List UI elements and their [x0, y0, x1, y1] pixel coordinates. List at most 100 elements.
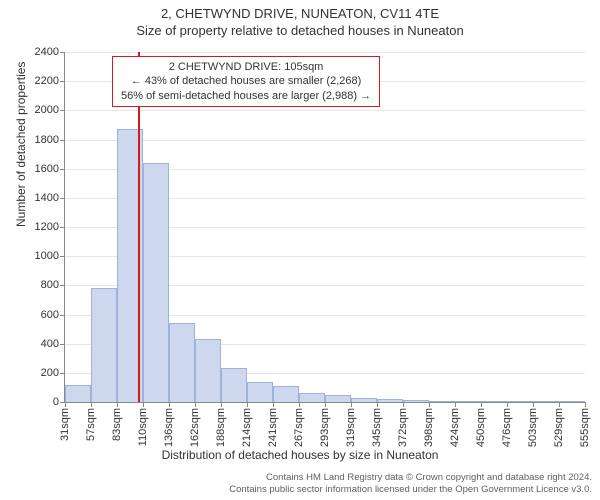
xtick-label: 424sqm	[449, 408, 461, 447]
xtick-label: 529sqm	[553, 408, 565, 447]
xtick-mark	[507, 402, 508, 407]
xtick-mark	[351, 402, 352, 407]
xtick-label: 398sqm	[423, 408, 435, 447]
ytick-label: 1800	[35, 134, 59, 146]
ytick-label: 1400	[35, 192, 59, 204]
xtick-mark	[91, 402, 92, 407]
footer: Contains HM Land Registry data © Crown c…	[229, 472, 592, 496]
annotation-box: 2 CHETWYND DRIVE: 105sqm← 43% of detache…	[112, 56, 380, 107]
title-main: 2, CHETWYND DRIVE, NUNEATON, CV11 4TE	[0, 6, 600, 21]
histogram-bar	[351, 398, 377, 402]
ytick-mark	[60, 52, 65, 53]
title-sub: Size of property relative to detached ho…	[0, 23, 600, 38]
xtick-mark	[247, 402, 248, 407]
xtick-label: 372sqm	[397, 408, 409, 447]
xtick-mark	[559, 402, 560, 407]
ytick-label: 800	[41, 279, 59, 291]
xtick-label: 214sqm	[241, 408, 253, 447]
xtick-mark	[377, 402, 378, 407]
histogram-bar	[507, 401, 534, 402]
ytick-mark	[60, 285, 65, 286]
xtick-label: 162sqm	[189, 408, 201, 447]
histogram-bar	[429, 401, 455, 402]
histogram-bar	[533, 401, 559, 402]
xtick-label: 136sqm	[163, 408, 175, 447]
xtick-mark	[533, 402, 534, 407]
histogram-bar	[247, 382, 274, 402]
ytick-mark	[60, 198, 65, 199]
ytick-mark	[60, 315, 65, 316]
ytick-label: 400	[41, 338, 59, 350]
xtick-label: 450sqm	[475, 408, 487, 447]
xtick-label: 345sqm	[371, 408, 383, 447]
ytick-label: 600	[41, 309, 59, 321]
xtick-label: 188sqm	[215, 408, 227, 447]
xtick-mark	[481, 402, 482, 407]
x-axis-label: Distribution of detached houses by size …	[0, 448, 600, 462]
ytick-mark	[60, 81, 65, 82]
ytick-label: 1000	[35, 250, 59, 262]
xtick-mark	[65, 402, 66, 407]
ytick-mark	[60, 140, 65, 141]
xtick-mark	[221, 402, 222, 407]
ytick-mark	[60, 373, 65, 374]
xtick-label: 57sqm	[85, 408, 97, 441]
ytick-label: 200	[41, 367, 59, 379]
ytick-mark	[60, 256, 65, 257]
histogram-bar	[221, 368, 247, 402]
xtick-mark	[325, 402, 326, 407]
xtick-label: 267sqm	[293, 408, 305, 447]
xtick-mark	[195, 402, 196, 407]
xtick-label: 503sqm	[527, 408, 539, 447]
histogram-bar	[377, 399, 404, 402]
ytick-mark	[60, 169, 65, 170]
xtick-label: 31sqm	[59, 408, 71, 441]
ytick-label: 2200	[35, 75, 59, 87]
xtick-mark	[169, 402, 170, 407]
xtick-label: 293sqm	[319, 408, 331, 447]
histogram-bar	[559, 401, 585, 402]
xtick-mark	[299, 402, 300, 407]
ytick-label: 0	[53, 396, 59, 408]
annotation-line: 2 CHETWYND DRIVE: 105sqm	[121, 60, 371, 74]
histogram-bar	[403, 400, 429, 402]
xtick-label: 110sqm	[137, 408, 149, 446]
xtick-mark	[403, 402, 404, 407]
annotation-line: 56% of semi-detached houses are larger (…	[121, 89, 371, 103]
histogram-bar	[91, 288, 117, 402]
histogram-bar	[325, 395, 351, 402]
ytick-label: 2000	[35, 104, 59, 116]
histogram-bar	[65, 385, 91, 403]
xtick-label: 476sqm	[501, 408, 513, 447]
ytick-label: 1200	[35, 221, 59, 233]
xtick-mark	[117, 402, 118, 407]
xtick-mark	[429, 402, 430, 407]
histogram-bar	[195, 339, 221, 402]
ytick-mark	[60, 110, 65, 111]
ytick-label: 1600	[35, 163, 59, 175]
histogram-bar	[455, 401, 481, 402]
gridline	[65, 52, 585, 53]
gridline	[65, 110, 585, 111]
histogram-bar	[273, 386, 299, 402]
y-axis-label: Number of detached properties	[14, 62, 28, 227]
ytick-label: 2400	[35, 46, 59, 58]
histogram-bar	[299, 393, 325, 402]
xtick-mark	[143, 402, 144, 407]
histogram-bar	[143, 163, 169, 402]
xtick-mark	[455, 402, 456, 407]
ytick-mark	[60, 227, 65, 228]
xtick-label: 319sqm	[345, 408, 357, 447]
histogram-bar	[481, 401, 507, 402]
xtick-label: 241sqm	[267, 408, 279, 447]
footer-line-2: Contains public sector information licen…	[229, 484, 592, 496]
xtick-label: 555sqm	[579, 408, 591, 447]
histogram-bar	[169, 323, 195, 402]
annotation-line: ← 43% of detached houses are smaller (2,…	[121, 74, 371, 88]
xtick-mark	[273, 402, 274, 407]
xtick-mark	[585, 402, 586, 407]
xtick-label: 83sqm	[111, 408, 123, 441]
title-block: 2, CHETWYND DRIVE, NUNEATON, CV11 4TE Si…	[0, 0, 600, 38]
ytick-mark	[60, 344, 65, 345]
footer-line-1: Contains HM Land Registry data © Crown c…	[229, 472, 592, 484]
